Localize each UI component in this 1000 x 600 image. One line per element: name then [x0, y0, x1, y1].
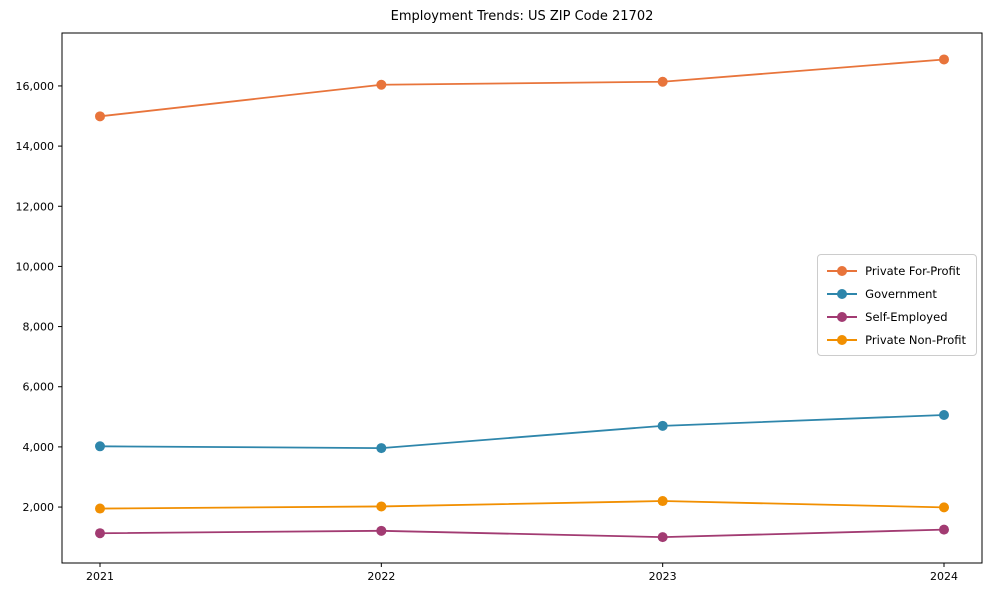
legend-label: Private For-Profit [865, 263, 961, 278]
legend-line-marker-icon [827, 311, 858, 322]
data-point-private-for-profit-2024[interactable] [939, 54, 949, 65]
data-point-self-employed-2021[interactable] [95, 528, 105, 539]
legend: Private For-Profit Government Self-Employe… [817, 254, 977, 356]
legend-item-self-employed[interactable]: Self-Employed [827, 308, 966, 325]
legend-item-government[interactable]: Government [827, 285, 966, 302]
data-point-self-employed-2022[interactable] [376, 525, 387, 536]
legend-line-marker-icon [827, 265, 858, 276]
series-line-private-non-profit [99, 500, 945, 510]
y-axis-tick-label: 6,000 [23, 381, 55, 394]
y-axis-tick-label: 8,000 [23, 321, 55, 334]
legend-label: Private Non-Profit [865, 332, 966, 347]
data-point-private-non-profit-2024[interactable] [939, 502, 949, 513]
legend-line-marker-icon [827, 288, 858, 299]
data-point-government-2023[interactable] [657, 420, 668, 431]
series-line-self-employed [99, 528, 945, 539]
y-axis-tick-label: 12,000 [16, 200, 55, 213]
data-point-government-2021[interactable] [95, 441, 105, 452]
data-point-private-for-profit-2021[interactable] [95, 111, 105, 122]
y-axis-tick-label: 10,000 [16, 260, 55, 273]
legend-label: Government [865, 286, 937, 301]
x-axis-tick-label: 2021 [86, 570, 114, 583]
y-axis-tick-label: 2,000 [23, 501, 55, 514]
data-point-private-for-profit-2022[interactable] [376, 79, 387, 90]
series-line-private-for-profit [99, 58, 945, 118]
series-line-government [99, 414, 945, 449]
data-point-government-2022[interactable] [376, 443, 387, 454]
y-axis-tick-label: 14,000 [16, 140, 55, 153]
chart-title: Employment Trends: US ZIP Code 21702 [390, 9, 654, 24]
plot-frame [61, 32, 983, 564]
data-point-private-non-profit-2022[interactable] [376, 501, 387, 512]
data-point-self-employed-2023[interactable] [657, 532, 668, 543]
legend-line-marker-icon [827, 334, 858, 345]
x-axis-tick-label: 2023 [649, 570, 677, 583]
legend-label: Self-Employed [865, 309, 948, 324]
data-point-private-non-profit-2021[interactable] [95, 503, 105, 514]
x-axis-tick-label: 2022 [367, 570, 395, 583]
x-axis-tick-label: 2024 [930, 570, 958, 583]
data-point-private-non-profit-2023[interactable] [657, 496, 668, 507]
legend-item-private-non-profit[interactable]: Private Non-Profit [827, 331, 966, 348]
data-point-government-2024[interactable] [939, 410, 949, 421]
y-axis-tick-label: 16,000 [16, 80, 55, 93]
y-axis-tick-label: 4,000 [23, 441, 55, 454]
legend-item-private-for-profit[interactable]: Private For-Profit [827, 262, 966, 279]
data-point-self-employed-2024[interactable] [939, 524, 949, 535]
data-point-private-for-profit-2023[interactable] [657, 76, 668, 87]
